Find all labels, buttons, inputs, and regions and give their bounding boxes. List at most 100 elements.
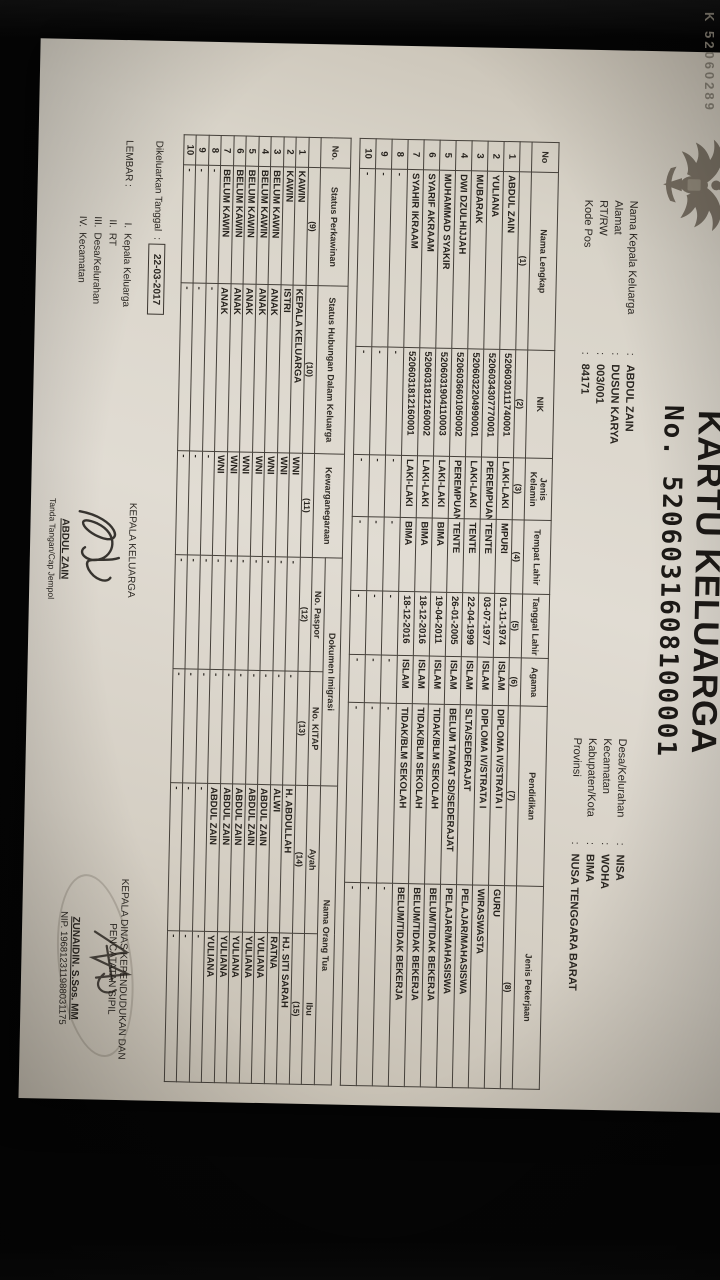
header-field-label: RT/RW [596,199,610,236]
header-block-right: Desa/Kelurahan: NISA Kecamatan: WOHA Kabupat… [564,737,629,991]
table2-cell: - [285,557,301,672]
table2-cell: WNI [225,451,240,556]
table2-cell: - [185,554,201,670]
table1-cell: 2 [487,141,505,172]
table1-cell: - [382,517,401,592]
table2-cell: 7 [220,135,234,166]
table1-column-header: Agama [520,657,549,707]
table2-cell: WNI [250,452,265,557]
table2-cell: 6 [233,135,247,167]
table2-column-header: Kewarganegaraan [312,453,345,559]
table2-subcolumn-header: No. KITAP [307,671,323,786]
header-field-value: NUSA TENGGARA BARAT [565,853,581,991]
table1-cell: 5206032204990001 [465,348,484,458]
table1-cell: MPURI [494,519,513,594]
table1-cell: 5 [439,140,457,171]
lembar-item-label: Kepala Keluarga [120,232,133,308]
table1-cell: 6 [423,139,441,171]
garuda-emblem-icon [643,135,720,235]
header-field-colon: : [609,352,622,356]
table1-cell: 5206030111740001 [497,349,516,458]
table2-cell: 10 [183,134,197,166]
table2-column-number: (13) [295,671,310,786]
table1-cell: 18-12-2016 [397,591,415,656]
table2-cell: - [195,669,211,784]
lembar-copy-list: LEMBAR : I. Kepala Keluarga II. RT III. Desa/K… [73,139,137,315]
issued-date-label: Dikeluarkan Tanggal [151,140,165,232]
header-field-colon: : [594,351,607,356]
table2-cell: - [187,450,203,556]
table2-cell: 3 [270,136,284,167]
table1-cell: ISLAM [412,655,430,704]
header-field-value: ABDUL ZAIN [622,364,636,432]
table1-column-header: Tanggal Lahir [521,593,550,659]
header-field-label: Nama Kepala Keluarga [625,200,640,315]
table1-column-number: (2) [513,349,528,458]
table2-cell: - [245,670,261,785]
table1-cell: - [366,516,385,592]
table2-cell: - [182,668,198,784]
header-field-colon: : [598,842,611,846]
table1-column-header: Jenis Kelamin [524,457,553,521]
table1-cell: 22-04-1999 [461,592,479,658]
lembar-label [75,139,91,201]
kartu-keluarga-document: KARTU KELUARGA No. 5206031608100001 Nama… [18,38,720,1113]
header-field-value: WOHA [597,854,611,890]
table1-cell: 26-01-2005 [445,592,463,657]
table1-column-header: Pendidikan [516,705,548,887]
table2-column-number [308,137,321,168]
table1-cell: 7 [407,139,425,170]
table2-cell: - [207,669,223,784]
table1-cell: 10 [359,138,377,169]
table2-cell: - [220,669,236,784]
table1-column-number [519,141,533,173]
table2-cell: - [175,450,190,555]
table1-cell: 5206036601050002 [449,348,468,457]
table1-cell: 1 [503,141,521,172]
table2-cell: 5 [245,136,259,167]
lembar-label: LEMBAR : [122,139,135,187]
table2-cell: - [222,555,238,670]
table2-cell: - [232,669,248,785]
table1-column-header: Nama Lengkap [527,172,559,351]
family-head-signature-block: KEPALA KELUARGA ABDUL ZAIN Tanda Tangan/… [45,437,140,663]
lembar-label [105,140,121,202]
table1-cell: ISLAM [460,656,478,706]
table1-column-header: NIK [525,350,555,459]
family-status-table: No. Status Perkawinan Status Hubungan Dala… [163,134,352,1086]
table2-cell: - [260,556,276,671]
table1-cell: PEREMPUAN [480,457,498,520]
table2-cell: - [272,556,288,671]
table2-cell: WNI [275,452,290,558]
table1-cell: TENTE [446,518,465,593]
issue-info-block: Dikeluarkan Tanggal : 22-03-2017 LEMBAR … [73,139,168,316]
table2-cell: WNI [262,452,278,557]
table1-cell: ISLAM [444,656,462,705]
table2-cell: - [257,670,273,785]
header-field-label: Provinsi [570,737,584,777]
official-signature-block: KEPALA DINAS KEPENDUDUKAN DAN PENCATATAN… [47,845,143,1092]
header-field-colon: : [624,352,637,356]
table1-column-header: Tempat Lahir [522,519,552,595]
table1-cell: LAKI-LAKI [432,456,450,519]
official-signature-icon [88,930,133,994]
table1-cell: - [380,655,398,704]
header-field-value: DUSUN KARYA [607,364,621,445]
header-field-value: BIMA [583,853,596,883]
table1-column-header: No [531,142,560,173]
table1-cell: ISLAM [396,655,414,704]
table1-column-number: (5) [509,593,523,658]
table2-cell: WNI [287,453,303,558]
table2-column-number: (12) [297,557,313,672]
table2-cell: 1 [295,137,309,168]
table1-cell: 5206034307770001 [481,349,500,458]
table2-cell: - [193,165,209,284]
table1-cell: - [384,455,402,518]
lembar-item-numeral: II. [106,219,118,228]
table1-cell: - [353,346,372,455]
table2-cell: KAWIN [280,166,296,286]
table1-column-number: (6) [508,657,522,706]
table1-cell: 03-07-1977 [477,593,495,658]
table2-column-number: (9) [305,167,321,286]
lembar-item-numeral: I. [121,222,133,229]
